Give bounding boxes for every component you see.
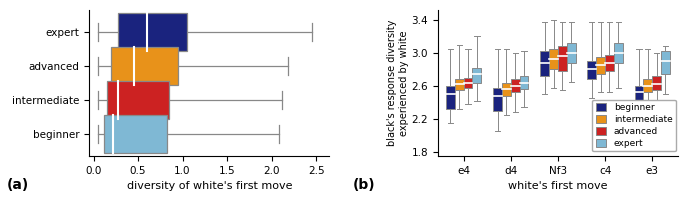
FancyBboxPatch shape xyxy=(558,46,566,71)
FancyBboxPatch shape xyxy=(493,88,502,111)
FancyBboxPatch shape xyxy=(634,86,643,104)
FancyBboxPatch shape xyxy=(596,57,605,74)
FancyBboxPatch shape xyxy=(446,86,455,109)
FancyBboxPatch shape xyxy=(540,51,549,76)
FancyBboxPatch shape xyxy=(104,115,166,153)
FancyBboxPatch shape xyxy=(511,79,520,92)
FancyBboxPatch shape xyxy=(588,61,596,79)
FancyBboxPatch shape xyxy=(112,47,178,85)
FancyBboxPatch shape xyxy=(107,81,169,119)
X-axis label: diversity of white's first move: diversity of white's first move xyxy=(127,181,292,191)
FancyBboxPatch shape xyxy=(643,79,652,92)
Text: (a): (a) xyxy=(7,178,29,192)
FancyBboxPatch shape xyxy=(566,43,575,63)
FancyBboxPatch shape xyxy=(464,78,473,88)
FancyBboxPatch shape xyxy=(473,68,482,83)
FancyBboxPatch shape xyxy=(614,43,623,63)
FancyBboxPatch shape xyxy=(661,51,670,74)
FancyBboxPatch shape xyxy=(520,76,528,89)
FancyBboxPatch shape xyxy=(549,49,558,69)
FancyBboxPatch shape xyxy=(652,76,661,90)
Y-axis label: black's response diversity
experienced by white: black's response diversity experienced b… xyxy=(387,20,408,146)
FancyBboxPatch shape xyxy=(119,13,187,51)
FancyBboxPatch shape xyxy=(455,79,464,90)
Legend: beginner, intermediate, advanced, expert: beginner, intermediate, advanced, expert xyxy=(592,100,676,151)
Text: (b): (b) xyxy=(353,178,375,192)
FancyBboxPatch shape xyxy=(502,83,511,96)
X-axis label: white's first move: white's first move xyxy=(508,181,608,191)
FancyBboxPatch shape xyxy=(605,55,614,71)
